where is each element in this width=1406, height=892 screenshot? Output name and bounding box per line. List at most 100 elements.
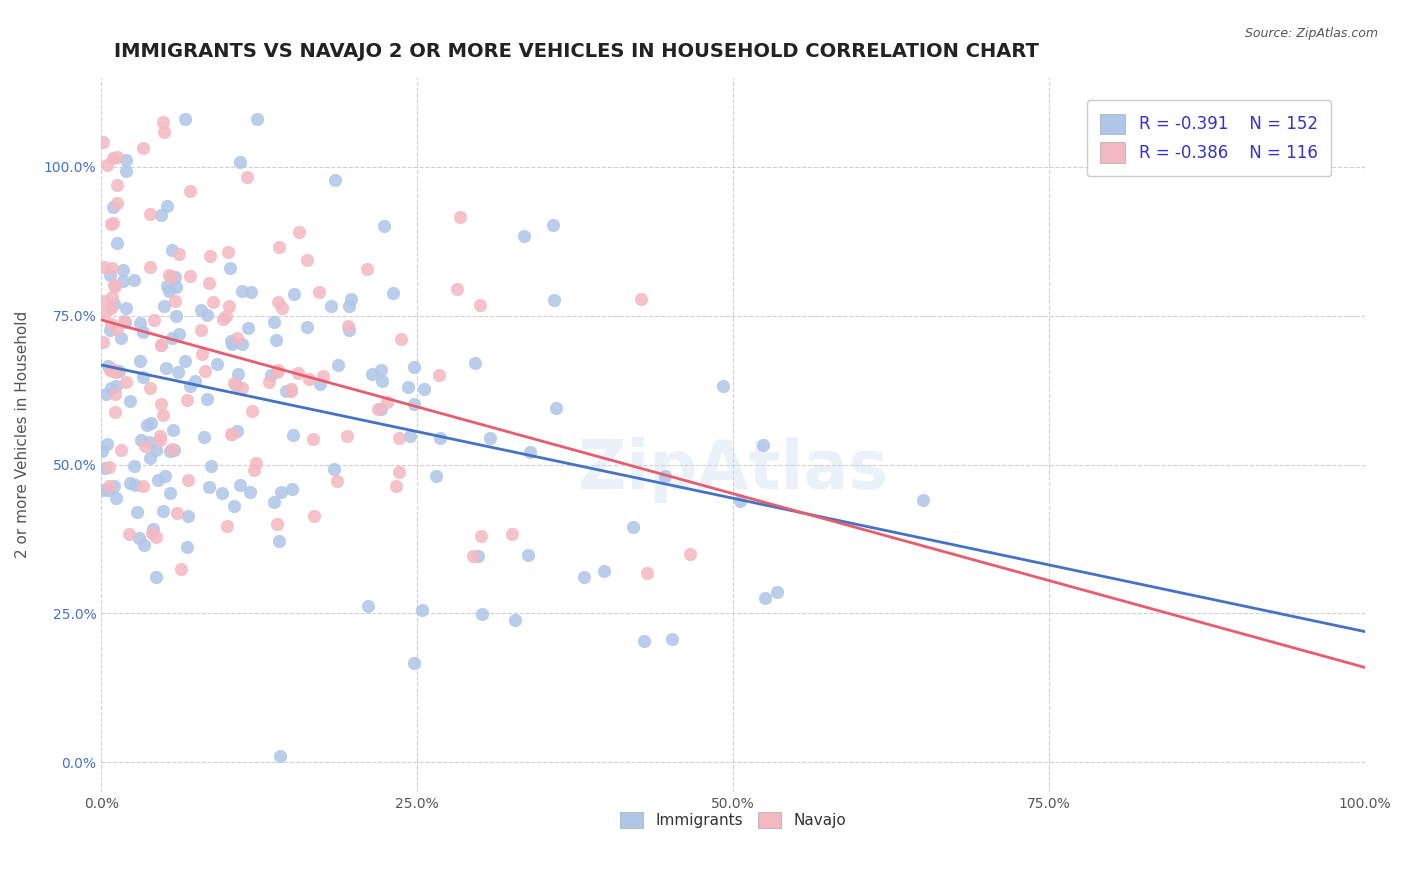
Point xyxy=(215,518,238,533)
Point xyxy=(661,632,683,646)
Point xyxy=(145,530,167,544)
Point xyxy=(245,456,267,470)
Point xyxy=(461,549,484,563)
Point xyxy=(129,316,152,330)
Point xyxy=(174,112,197,127)
Point xyxy=(91,444,114,458)
Point xyxy=(138,435,160,450)
Point xyxy=(97,483,120,498)
Point xyxy=(467,549,489,563)
Point xyxy=(240,285,263,300)
Point xyxy=(211,486,233,500)
Point xyxy=(101,200,124,214)
Point xyxy=(103,297,125,311)
Point xyxy=(198,249,221,263)
Point xyxy=(135,418,157,433)
Point xyxy=(246,112,269,127)
Point xyxy=(100,317,122,331)
Point xyxy=(226,368,249,382)
Point xyxy=(517,548,540,562)
Point xyxy=(149,433,172,447)
Point xyxy=(231,284,253,298)
Point xyxy=(356,261,378,276)
Point xyxy=(91,335,114,350)
Point xyxy=(145,443,167,458)
Point xyxy=(115,153,138,167)
Point xyxy=(257,375,280,389)
Point xyxy=(229,155,252,169)
Text: Source: ZipAtlas.com: Source: ZipAtlas.com xyxy=(1244,27,1378,40)
Point xyxy=(155,361,177,376)
Point xyxy=(94,306,117,320)
Point xyxy=(163,294,186,309)
Point xyxy=(153,299,176,313)
Point xyxy=(128,531,150,545)
Point xyxy=(103,479,125,493)
Point xyxy=(468,298,491,312)
Point xyxy=(446,282,468,296)
Point xyxy=(159,485,181,500)
Point xyxy=(243,463,266,477)
Point xyxy=(281,428,304,442)
Point xyxy=(153,469,176,483)
Point xyxy=(267,533,290,548)
Point xyxy=(110,443,132,458)
Point xyxy=(429,431,451,445)
Point xyxy=(163,442,186,457)
Point xyxy=(156,279,179,293)
Point xyxy=(752,438,775,452)
Point xyxy=(337,323,360,337)
Point xyxy=(118,526,141,541)
Point xyxy=(152,115,174,129)
Point xyxy=(593,564,616,578)
Point xyxy=(225,424,247,438)
Point xyxy=(105,178,128,192)
Point xyxy=(288,225,311,239)
Point xyxy=(139,450,162,465)
Point xyxy=(101,362,124,376)
Point xyxy=(97,359,120,374)
Point xyxy=(112,314,135,328)
Point xyxy=(298,372,321,386)
Point xyxy=(105,196,128,211)
Point xyxy=(103,216,125,230)
Point xyxy=(122,459,145,474)
Point xyxy=(139,260,162,274)
Point xyxy=(217,244,239,259)
Point xyxy=(176,541,198,555)
Point xyxy=(413,382,436,396)
Point xyxy=(170,562,193,576)
Point xyxy=(96,158,118,172)
Point xyxy=(96,386,118,401)
Point xyxy=(322,462,344,476)
Point xyxy=(321,299,343,313)
Point xyxy=(174,354,197,368)
Point xyxy=(94,460,117,475)
Point xyxy=(114,164,136,178)
Point xyxy=(100,268,122,282)
Point xyxy=(266,517,288,532)
Point xyxy=(169,327,191,342)
Point xyxy=(270,484,292,499)
Point xyxy=(152,504,174,518)
Point xyxy=(139,381,162,395)
Point xyxy=(91,483,114,497)
Point xyxy=(267,363,290,377)
Point xyxy=(191,346,214,360)
Point xyxy=(266,365,288,379)
Point xyxy=(104,387,127,401)
Point xyxy=(165,280,187,294)
Point xyxy=(519,445,541,459)
Point xyxy=(336,428,359,442)
Point xyxy=(197,480,219,494)
Point xyxy=(221,427,243,442)
Point xyxy=(155,198,177,212)
Point xyxy=(91,135,114,149)
Text: ZipAtlas: ZipAtlas xyxy=(578,437,889,503)
Point xyxy=(195,392,218,406)
Point xyxy=(128,353,150,368)
Point xyxy=(101,261,124,276)
Point xyxy=(541,218,564,232)
Point xyxy=(388,431,411,445)
Point xyxy=(100,301,122,315)
